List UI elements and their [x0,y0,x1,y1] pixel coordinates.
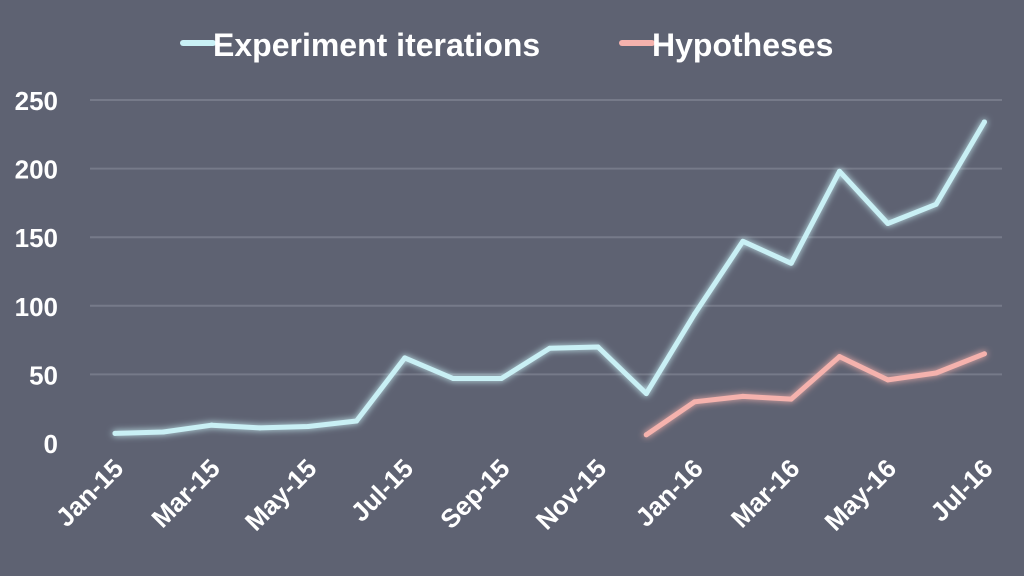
data-point-experiment-iterations [692,311,698,317]
y-tick-label: 0 [44,429,58,459]
x-tick-label: Mar-15 [145,453,225,533]
data-point-experiment-iterations [450,376,456,382]
data-point-experiment-iterations [209,422,215,428]
data-point-hypotheses [981,351,987,357]
data-point-hypotheses [740,393,746,399]
legend: Experiment iterations Hypotheses [180,27,833,63]
x-tick-label: Jul-16 [924,453,998,527]
data-point-hypotheses [837,354,842,360]
data-point-experiment-iterations [354,418,359,424]
series-layer [112,119,987,438]
data-point-experiment-iterations [547,345,553,351]
data-point-hypotheses [643,432,649,438]
x-tick-label: May-16 [818,453,902,537]
x-tick-label: Jan-15 [50,453,129,532]
data-point-experiment-iterations [595,344,601,350]
data-point-experiment-iterations [788,260,794,266]
data-point-experiment-iterations [837,168,842,174]
data-point-experiment-iterations [643,391,649,397]
y-tick-label: 150 [15,223,58,253]
data-point-experiment-iterations [933,201,939,207]
series-line-hypotheses [643,351,987,438]
y-tick-label: 200 [15,155,58,185]
x-tick-label: Sep-15 [434,453,516,535]
y-tick-label: 250 [15,86,58,116]
y-axis: 0 50 100 150 200 250 [15,86,58,459]
data-point-experiment-iterations [112,430,118,436]
legend-label-hypotheses: Hypotheses [652,27,833,63]
data-point-experiment-iterations [305,424,311,430]
x-tick-label: Mar-16 [725,453,805,533]
gridlines [90,99,1002,376]
y-tick-label: 100 [15,292,58,322]
data-point-experiment-iterations [981,119,987,125]
x-tick-label: Nov-15 [530,453,613,536]
legend-label-experiment-iterations: Experiment iterations [213,27,540,63]
data-point-experiment-iterations [257,425,263,431]
data-point-hypotheses [885,377,891,383]
x-tick-label: Jul-15 [345,453,419,527]
data-point-hypotheses [933,370,939,376]
x-axis: Jan-15 Mar-15 May-15 Jul-15 Sep-15 Nov-15 Jan-… [50,453,999,537]
data-point-experiment-iterations [498,376,504,382]
y-tick-label: 50 [29,360,58,390]
data-point-experiment-iterations [740,238,746,244]
data-point-experiment-iterations [402,355,408,361]
data-point-hypotheses [788,396,794,402]
data-point-experiment-iterations [885,220,891,226]
x-tick-label: Jan-16 [629,453,708,532]
data-point-experiment-iterations [160,429,166,435]
data-point-hypotheses [692,399,698,405]
x-tick-label: May-15 [239,453,323,537]
